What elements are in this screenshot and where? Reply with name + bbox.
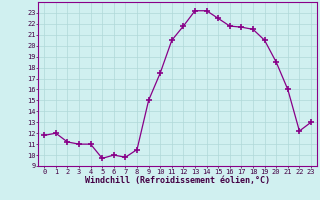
X-axis label: Windchill (Refroidissement éolien,°C): Windchill (Refroidissement éolien,°C) [85,176,270,185]
